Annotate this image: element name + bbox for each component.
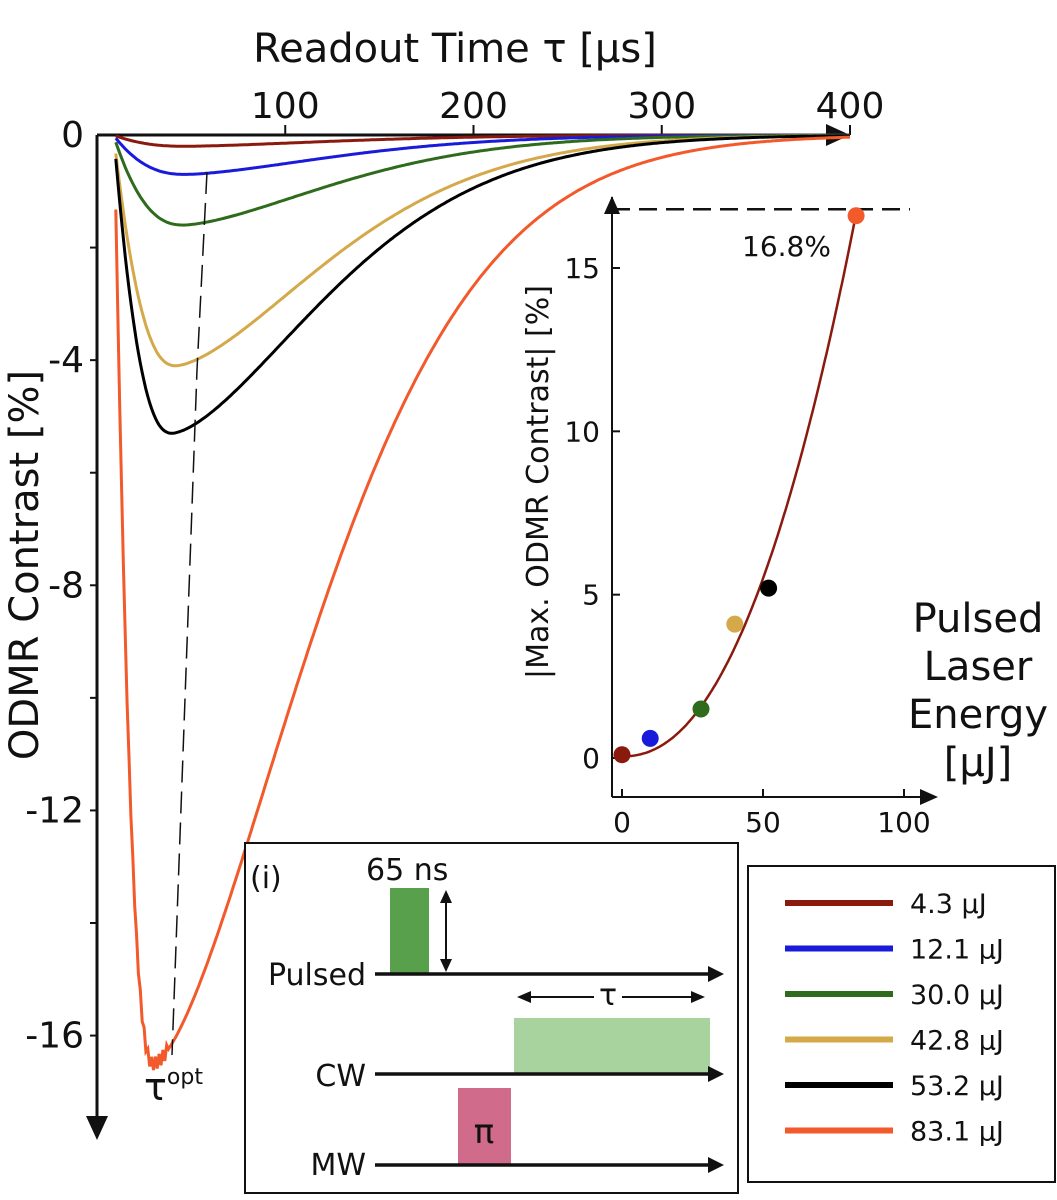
legend-label-6: 83.1 μJ	[910, 1117, 1004, 1148]
series-line-2	[114, 133, 850, 176]
main-y-tick-label: -16	[25, 1016, 84, 1057]
row-label-mw: MW	[310, 1148, 366, 1183]
main-y-axis-title: ODMR Contrast [%]	[2, 370, 48, 760]
tau-opt-label: τopt	[144, 1065, 203, 1109]
main-y-tick-label: -8	[48, 565, 84, 606]
inset-y-ticks: 0 5 10 15	[564, 252, 620, 775]
inset-x-title-line-1: Pulsed	[913, 596, 1044, 642]
inset-y-tick-label: 15	[564, 252, 600, 285]
legend-items: 4.3 μJ 12.1 μJ 30.0 μJ 42.8 μJ 53.2 μJ 83.1 μ…	[785, 889, 1004, 1148]
main-y-ticks: 0 -4 -8 -12 -16	[25, 115, 97, 1057]
legend-label-2: 12.1 μJ	[910, 935, 1004, 966]
inset-x-tick-label: 100	[877, 806, 930, 839]
inset-chart: |Max. ODMR Contrast| [%] Pulsed Laser En…	[521, 196, 1048, 839]
inset-x-title-line-3: Energy	[908, 692, 1048, 738]
inset-x-axis-title: Pulsed Laser Energy [μJ]	[908, 596, 1048, 786]
main-x-axis-title: Readout Time τ [μs]	[253, 26, 657, 72]
inset-y-axis-arrow	[604, 196, 620, 214]
row-label-cw: CW	[315, 1059, 366, 1094]
pi-label: π	[474, 1112, 494, 1152]
main-y-axis-arrow	[86, 1116, 108, 1140]
main-x-tick-label: 200	[439, 86, 508, 127]
legend-label-4: 42.8 μJ	[910, 1026, 1004, 1057]
legend-frame	[747, 865, 1056, 1183]
inset-point-1	[613, 746, 631, 764]
main-y-tick-label: -4	[48, 340, 84, 381]
tau-opt-symbol: τ	[144, 1065, 167, 1109]
cw-timeline-arrow	[708, 1066, 724, 1082]
inset-x-axis-arrow	[920, 789, 938, 805]
main-x-ticks: 100 200 300 400	[251, 86, 884, 135]
inset-x-title-line-4: [μJ]	[944, 740, 1012, 786]
inset-points	[613, 207, 865, 764]
tau-span-arrow-right	[691, 991, 705, 1003]
pulse-height-arrow-top	[440, 890, 452, 903]
tau-opt-superscript: opt	[167, 1065, 203, 1090]
cw-pulse	[514, 1018, 710, 1074]
main-series-lines	[114, 133, 850, 1071]
main-x-tick-label: 400	[816, 86, 885, 127]
laser-pulse	[390, 888, 429, 974]
tau-label: τ	[599, 978, 617, 1013]
mw-timeline-arrow	[708, 1157, 724, 1173]
inset-y-axis-title: |Max. ODMR Contrast| [%]	[521, 285, 556, 679]
max-contrast-label: 16.8%	[742, 230, 831, 263]
main-y-tick-label: 0	[61, 115, 84, 156]
main-chart: Readout Time τ [μs] ODMR Contrast [%] 10…	[2, 26, 884, 1140]
main-x-tick-label: 100	[251, 86, 320, 127]
row-label-pulsed: Pulsed	[268, 958, 366, 993]
series-line-3	[114, 133, 850, 227]
series-line-6	[114, 135, 850, 1071]
sequence-label: (i)	[250, 861, 282, 896]
legend-label-3: 30.0 μJ	[910, 980, 1004, 1011]
legend-label-1: 4.3 μJ	[910, 889, 987, 920]
inset-fit-curve	[622, 213, 858, 758]
inset-x-tick-label: 50	[745, 806, 781, 839]
tau-label-background	[594, 978, 622, 1008]
inset-point-2	[641, 729, 659, 747]
pulse-sequence-panel: (i) 65 ns Pulsed τ CW π MW	[244, 842, 739, 1194]
main-x-tick-label: 300	[627, 86, 696, 127]
mw-pi-pulse	[458, 1088, 511, 1165]
inset-x-tick-label: 0	[613, 806, 631, 839]
inset-point-3	[692, 700, 710, 718]
legend: 4.3 μJ 12.1 μJ 30.0 μJ 42.8 μJ 53.2 μJ 83.1 μ…	[747, 865, 1056, 1183]
inset-point-6	[847, 207, 865, 225]
inset-y-tick-label: 10	[564, 415, 600, 448]
inset-x-ticks: 0 50 100	[613, 789, 931, 839]
inset-x-title-line-2: Laser	[924, 644, 1033, 690]
pulsed-timeline-arrow	[708, 966, 724, 982]
inset-y-tick-label: 0	[582, 742, 600, 775]
main-y-tick-label: -12	[25, 790, 84, 831]
tau-opt-dashed-line	[171, 171, 208, 1056]
pulse-width-label: 65 ns	[366, 853, 448, 888]
inset-point-5	[760, 579, 778, 597]
pulse-height-arrow-bottom	[440, 959, 452, 972]
inset-y-tick-label: 5	[582, 579, 600, 612]
inset-point-4	[726, 615, 744, 633]
tau-span-arrow-left	[517, 991, 531, 1003]
legend-label-5: 53.2 μJ	[910, 1071, 1004, 1102]
series-line-5	[114, 134, 850, 435]
